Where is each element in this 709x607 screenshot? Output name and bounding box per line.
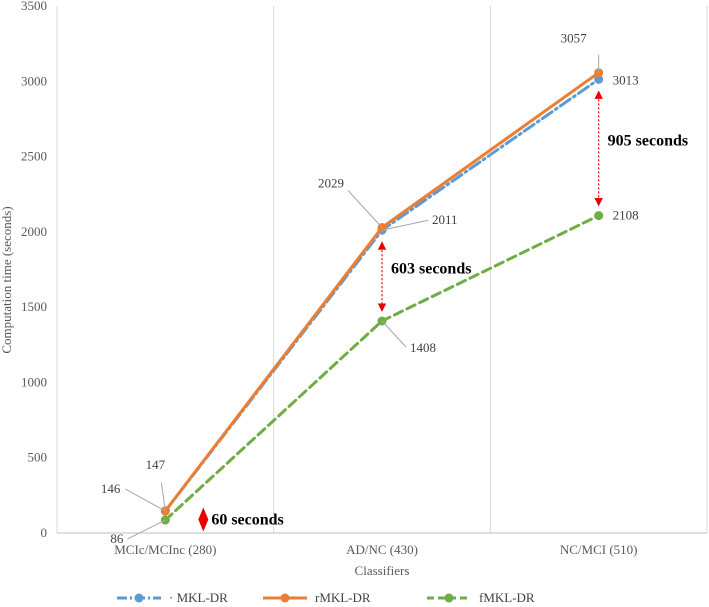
y-axis-ticks: 0 500 1000 1500 2000 2500 3000 3500	[21, 0, 47, 540]
x-axis-title: Classifiers	[355, 563, 410, 578]
data-labels: 146 147 86 2029 2011 1408 3057 3013 2108	[101, 31, 639, 546]
y-tick-label: 3500	[21, 0, 47, 13]
data-label: 3057	[561, 31, 588, 46]
difference-label: 60 seconds	[211, 511, 283, 528]
x-tick-label: AD/NC (430)	[346, 542, 418, 557]
legend-label: · MKL-DR	[169, 590, 228, 605]
difference-annotations: 60 seconds 603 seconds 905 seconds	[198, 90, 688, 532]
difference-arrow	[198, 507, 209, 532]
difference-label: 905 seconds	[608, 132, 688, 149]
label-leader-line	[347, 190, 383, 228]
data-label: 2029	[318, 175, 344, 190]
y-tick-label: 2500	[21, 149, 47, 164]
x-tick-label: MCIc/MCInc (280)	[114, 542, 216, 557]
y-axis-title: Computation time (seconds)	[0, 206, 14, 353]
gridlines	[56, 6, 708, 534]
label-leader-line	[127, 519, 166, 540]
difference-label: 603 seconds	[391, 261, 471, 278]
series-line-fmkl-dr	[163, 214, 601, 522]
data-point-mkl-dr	[594, 74, 604, 84]
x-tick-label: NC/MCI (510)	[560, 542, 638, 557]
y-tick-label: 1500	[21, 299, 47, 314]
y-tick-label: 1000	[21, 374, 47, 389]
label-leader-line	[381, 320, 407, 348]
label-leader-line	[381, 219, 429, 231]
data-label: 2011	[432, 212, 458, 227]
series-lines	[160, 68, 604, 525]
legend: · MKL-DR rMKL-DR fMKL-DR	[117, 590, 535, 605]
data-label: 147	[146, 457, 166, 472]
label-leader-line	[160, 482, 166, 511]
data-label: 146	[101, 481, 121, 496]
label-leader-line	[125, 488, 166, 512]
y-tick-label: 3000	[21, 73, 47, 88]
data-label: 1408	[410, 340, 436, 355]
legend-marker	[280, 593, 290, 603]
y-tick-label: 2000	[21, 224, 47, 239]
legend-marker	[444, 593, 454, 603]
legend-label: fMKL-DR	[479, 590, 535, 605]
data-label: 3013	[613, 72, 639, 87]
y-tick-label: 500	[28, 450, 48, 465]
y-tick-label: 0	[41, 525, 48, 540]
data-label: 86	[110, 531, 124, 546]
data-point-fmkl-dr	[594, 211, 604, 221]
legend-label: rMKL-DR	[315, 590, 371, 605]
legend-marker	[134, 593, 144, 603]
data-label: 2108	[613, 208, 639, 223]
x-axis-ticks: MCIc/MCInc (280) AD/NC (430) NC/MCI (510)	[114, 542, 637, 557]
label-leader-lines	[125, 54, 600, 540]
